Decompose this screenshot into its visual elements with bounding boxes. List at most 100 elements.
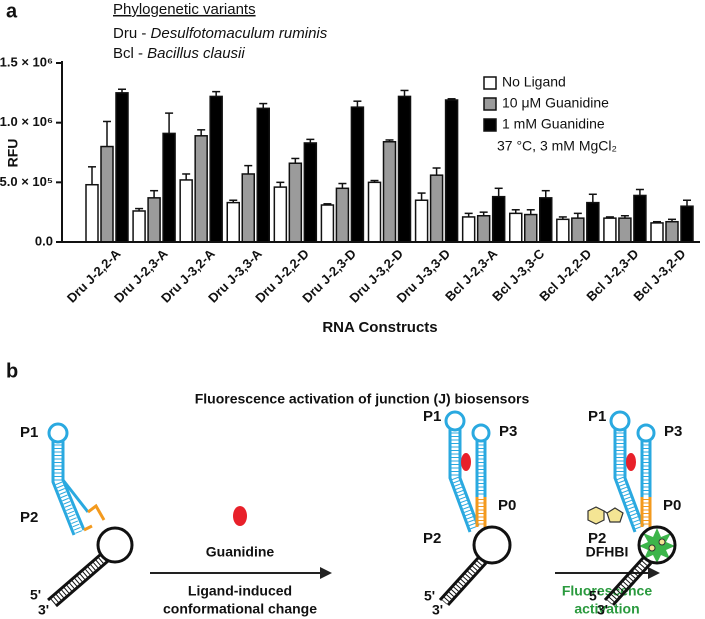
bar — [115, 92, 129, 243]
stem-label: P1 — [423, 408, 441, 425]
rna-fluorescent-part — [658, 538, 666, 546]
bar — [429, 174, 444, 243]
end-label: 5' — [30, 587, 41, 603]
rna-folded-part — [461, 453, 471, 471]
panel-label: a — [6, 0, 18, 22]
rna-folded-part-part — [448, 429, 480, 533]
legend-label: No Ligand — [502, 74, 566, 90]
species: Desulfotomaculum ruminis — [151, 25, 328, 42]
bar — [179, 179, 193, 243]
bar — [524, 213, 538, 243]
y-tick-label: 0.0 — [35, 233, 53, 248]
bar — [633, 194, 647, 243]
panel-label: b — [6, 360, 18, 382]
bar — [509, 212, 523, 243]
abbreviation: Dru - Desulfotomaculum ruminis — [113, 25, 328, 42]
rna-unfolded-part — [83, 503, 106, 532]
bar — [100, 145, 114, 243]
step-arrow-part — [320, 567, 332, 579]
step-description: conformational change — [163, 601, 317, 617]
step-arrow-part — [587, 506, 605, 525]
rna-folded-part-part — [444, 410, 466, 432]
rna-unfolded-part — [61, 479, 90, 513]
notes-title: Phylogenetic variants — [113, 1, 256, 18]
bar — [444, 99, 459, 243]
ligand-label: DFHBI — [586, 544, 629, 560]
rna-folded-part — [438, 410, 512, 607]
bar — [539, 197, 553, 243]
rna-unfolded-part — [47, 553, 109, 608]
bar — [303, 142, 318, 243]
rna-unfolded-part — [54, 441, 83, 535]
bar — [382, 141, 397, 243]
end-label: 3' — [597, 602, 608, 618]
rna-unfolded-part — [96, 526, 134, 564]
bar — [461, 216, 476, 243]
bar — [147, 197, 161, 243]
bar — [414, 199, 429, 243]
y-axis-title: RFU — [5, 139, 21, 168]
bar — [335, 187, 350, 243]
legend-swatch — [483, 97, 497, 111]
bar — [350, 106, 365, 243]
legend-swatch — [483, 118, 497, 132]
step-arrow — [555, 506, 660, 579]
bar — [320, 204, 335, 243]
end-label: 3' — [432, 602, 443, 618]
abbr: Dru - — [113, 25, 146, 42]
y-tick-label: 5.0 × 10⁵ — [0, 174, 53, 189]
rna-unfolded — [47, 422, 134, 608]
stem-label: P2 — [20, 509, 38, 526]
bar — [680, 205, 694, 243]
bar — [194, 135, 208, 243]
diagram-title: Fluorescence activation of junction (J) … — [195, 391, 530, 407]
y-tick-label: 1.5 × 10⁶ — [0, 54, 53, 69]
bar — [226, 201, 240, 243]
condition-note: 37 °C, 3 mM MgCl₂ — [497, 138, 617, 154]
rna-folded-part-part — [472, 525, 512, 565]
bar — [665, 220, 679, 243]
bar — [586, 201, 600, 243]
step-arrow-part — [603, 510, 608, 514]
stem-label: P1 — [588, 408, 606, 425]
bar — [241, 173, 255, 243]
bar — [556, 218, 570, 243]
bar — [132, 210, 146, 243]
step-description: Ligand-induced — [188, 583, 292, 599]
step-description: activation — [574, 601, 639, 617]
bar — [618, 217, 632, 243]
stem-label: P3 — [664, 423, 682, 440]
step-arrow-part — [233, 506, 247, 526]
rna-folded-part-part — [475, 441, 487, 497]
abbreviation: Bcl - Bacillus clausii — [113, 45, 245, 62]
bar — [650, 222, 664, 243]
bar — [367, 181, 382, 243]
legend-label: 10 μM Guanidine — [502, 95, 609, 111]
stem-label: P0 — [663, 497, 681, 514]
rna-folded-part-part — [438, 556, 488, 607]
rna-fluorescent-part — [648, 544, 656, 552]
bar — [85, 183, 99, 243]
legend-label: 1 mM Guanidine — [502, 116, 605, 132]
y-tick-label: 1.0 × 10⁶ — [0, 114, 53, 129]
rna-unfolded-part — [49, 555, 107, 606]
step-arrow-part — [648, 567, 660, 579]
stem-label: P0 — [498, 497, 516, 514]
bar — [397, 95, 412, 243]
rna-fluorescent — [605, 412, 675, 605]
bar — [162, 132, 176, 243]
rna-fluorescent-part — [626, 453, 636, 471]
ligand-label: Guanidine — [206, 544, 275, 560]
rna-folded-part-part — [451, 429, 478, 531]
end-label: 3' — [38, 602, 49, 618]
rna-folded-part-part — [441, 557, 485, 605]
rna-folded — [438, 410, 512, 607]
bar — [603, 217, 617, 243]
stem-label: P2 — [423, 530, 441, 547]
x-axis-title: RNA Constructs — [322, 319, 437, 336]
stem-label: P2 — [588, 530, 606, 547]
rna-unfolded-part — [47, 422, 69, 444]
legend-swatch — [483, 76, 497, 90]
